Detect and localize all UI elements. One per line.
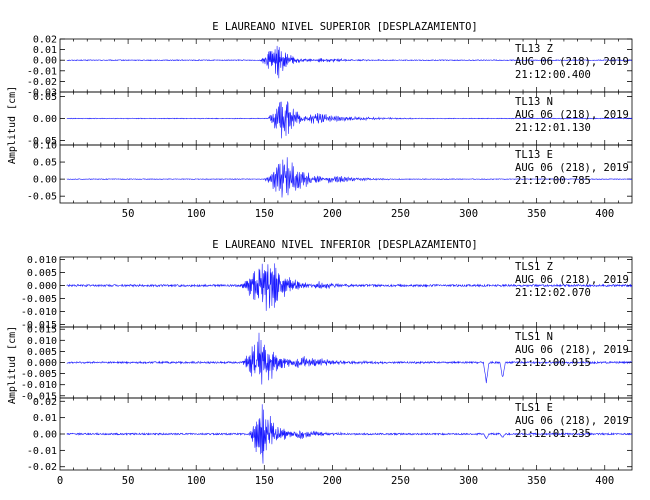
station-label-line3: 21:12:00.785 (515, 175, 591, 187)
chart-lower-level: E LAUREANO NIVEL INFERIOR [DESPLAZAMIENT… (7, 239, 633, 487)
x-tick-label: 300 (459, 208, 478, 220)
y-tick-label: 0.00 (33, 114, 57, 125)
y-tick-label: -0.010 (21, 307, 57, 318)
x-tick-label: 350 (527, 475, 546, 487)
y-tick-label: -0.015 (21, 320, 57, 331)
x-tick-label: 0 (57, 475, 63, 487)
y-tick-label: 0.01 (33, 45, 57, 56)
y-tick-label: -0.005 (21, 369, 57, 380)
y-tick-label: -0.010 (21, 380, 57, 391)
y-tick-label: 0.05 (33, 92, 57, 103)
station-label-line1: TLS1 Z (515, 261, 553, 273)
chart-title: E LAUREANO NIVEL INFERIOR [DESPLAZAMIENT… (212, 239, 478, 251)
station-label-line3: 21:12:01.130 (515, 122, 591, 134)
trace-tls1-e (66, 404, 633, 464)
y-tick-label: 0.05 (33, 158, 57, 169)
x-tick-label: 150 (255, 475, 274, 487)
station-label-line3: 21:12:00.915 (515, 357, 591, 369)
y-tick-label: 0.10 (33, 141, 57, 152)
station-label-line1: TLS1 E (515, 402, 553, 414)
station-label-line3: 21:12:01.235 (515, 428, 591, 440)
y-tick-label: -0.015 (21, 391, 57, 402)
trace-tl13-n (66, 101, 633, 139)
y-tick-label: 0.005 (27, 268, 57, 279)
x-tick-label: 400 (595, 208, 614, 220)
x-tick-label: 400 (595, 475, 614, 487)
x-tick-label: 50 (122, 208, 135, 220)
y-tick-label: -0.02 (27, 77, 57, 88)
y-tick-label: 0.005 (27, 347, 57, 358)
station-label-line1: TLS1 N (515, 331, 553, 343)
station-label-line2: AUG 06 (218), 2019 (515, 162, 629, 174)
trace-tls1-z (66, 263, 633, 311)
station-label-line1: TL13 N (515, 96, 553, 108)
x-tick-label: 150 (255, 208, 274, 220)
x-tick-label: 250 (391, 208, 410, 220)
y-tick-label: -0.01 (27, 66, 57, 77)
x-tick-label: 100 (187, 475, 206, 487)
y-axis-label: Amplitud [cm] (7, 326, 18, 404)
y-axis-label: Amplitud [cm] (7, 86, 18, 164)
y-tick-label: -0.05 (27, 192, 57, 203)
station-label-line1: TL13 E (515, 149, 553, 161)
y-tick-label: 0.015 (27, 325, 57, 336)
y-tick-label: 0.02 (33, 35, 57, 46)
x-tick-label: 200 (323, 208, 342, 220)
x-tick-label: 100 (187, 208, 206, 220)
x-tick-label: 350 (527, 208, 546, 220)
trace-tl13-z (66, 45, 633, 79)
y-tick-label: 0.02 (33, 397, 57, 408)
chart-title: E LAUREANO NIVEL SUPERIOR [DESPLAZAMIENT… (212, 21, 478, 33)
y-tick-label: -0.02 (27, 462, 57, 473)
y-tick-label: 0.00 (33, 175, 57, 186)
y-tick-label: 0.000 (27, 281, 57, 292)
y-tick-label: 0.01 (33, 413, 57, 424)
y-tick-label: 0.010 (27, 255, 57, 266)
trace-tls1-n (66, 332, 633, 385)
y-tick-label: -0.005 (21, 294, 57, 305)
y-tick-label: -0.03 (27, 88, 57, 99)
station-label-line1: TL13 Z (515, 43, 553, 55)
y-tick-label: -0.01 (27, 446, 57, 457)
x-tick-label: 300 (459, 475, 478, 487)
station-label-line2: AUG 06 (218), 2019 (515, 415, 629, 427)
chart-upper-level: E LAUREANO NIVEL SUPERIOR [DESPLAZAMIENT… (7, 21, 633, 220)
x-tick-label: 50 (122, 475, 135, 487)
y-tick-label: 0.00 (33, 430, 57, 441)
station-label-line3: 21:12:00.400 (515, 69, 591, 81)
x-tick-label: 250 (391, 475, 410, 487)
y-tick-label: 0.00 (33, 56, 57, 67)
y-tick-label: 0.000 (27, 358, 57, 369)
y-tick-label: -0.05 (27, 136, 57, 147)
station-label-line2: AUG 06 (218), 2019 (515, 109, 629, 121)
station-label-line2: AUG 06 (218), 2019 (515, 274, 629, 286)
panel-tls1-z: 0.010 0.005 0.000 -0.005 -0.010 -0.015 TLS1 ZA… (21, 255, 633, 331)
y-tick-label: 0.010 (27, 336, 57, 347)
trace-tl13-e (66, 157, 633, 198)
station-label-line3: 21:12:02.070 (515, 287, 591, 299)
x-tick-label: 200 (323, 475, 342, 487)
station-label-line2: AUG 06 (218), 2019 (515, 56, 629, 68)
station-label-line2: AUG 06 (218), 2019 (515, 344, 629, 356)
